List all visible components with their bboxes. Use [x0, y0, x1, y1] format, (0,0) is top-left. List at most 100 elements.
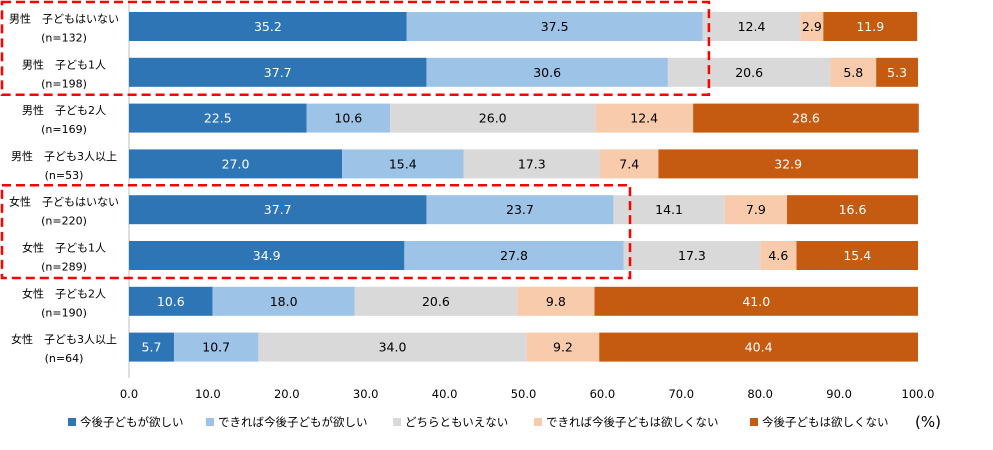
data-label: 14.1 — [655, 202, 683, 217]
bar-segment — [594, 286, 918, 316]
bar-segment — [426, 57, 668, 87]
x-tick-label: 20.0 — [274, 387, 300, 401]
data-label: 9.8 — [546, 294, 566, 309]
bar-segment — [693, 103, 919, 133]
bar-segment — [129, 149, 343, 179]
data-label: 37.7 — [264, 65, 292, 80]
category-n-label: (n=53) — [45, 169, 84, 182]
data-label: 20.6 — [422, 294, 450, 309]
bar-segment — [129, 103, 307, 133]
x-tick-label: 100.0 — [902, 387, 935, 401]
data-label: 22.5 — [204, 111, 232, 126]
x-tick-label: 40.0 — [432, 387, 458, 401]
legend-swatch — [750, 418, 758, 426]
bar-segment — [390, 103, 596, 133]
data-label: 35.2 — [254, 19, 282, 34]
category-n-label: (n=198) — [41, 77, 87, 90]
data-label: 5.7 — [142, 340, 162, 355]
bar-segment — [463, 149, 601, 179]
legend-swatch — [393, 418, 401, 426]
bar-segment — [129, 195, 427, 225]
data-label: 12.4 — [738, 19, 766, 34]
x-tick-label: 80.0 — [747, 387, 773, 401]
data-label: 27.0 — [222, 156, 250, 171]
bar-segment — [823, 12, 918, 41]
category-n-label: (n=169) — [41, 123, 87, 136]
bar-segment — [129, 332, 174, 362]
bar-segment — [426, 195, 614, 225]
data-label: 5.3 — [887, 65, 907, 80]
bar-segment — [724, 195, 788, 225]
legend-label: できれば今後子どもは欲しくない — [546, 415, 719, 429]
bar-segment — [613, 195, 725, 225]
bar-segment — [129, 286, 213, 316]
data-label: 16.6 — [839, 202, 867, 217]
category-label: 男性 子ども3人以上 — [11, 149, 117, 163]
data-label: 15.4 — [843, 248, 871, 263]
bar-segment — [787, 195, 918, 225]
data-label: 15.4 — [389, 156, 417, 171]
data-label: 10.6 — [157, 294, 185, 309]
data-label: 17.3 — [518, 156, 546, 171]
data-label: 32.9 — [774, 156, 802, 171]
bar-segment — [173, 332, 259, 362]
bar-segment — [354, 286, 518, 316]
data-label: 7.4 — [619, 156, 639, 171]
data-label: 5.8 — [843, 65, 863, 80]
data-label: 4.6 — [768, 248, 788, 263]
bar-segment — [129, 12, 407, 41]
data-label: 10.7 — [202, 340, 230, 355]
data-label: 27.8 — [500, 248, 528, 263]
x-tick-label: 50.0 — [511, 387, 537, 401]
x-tick-label: 90.0 — [826, 387, 852, 401]
data-label: 7.9 — [746, 202, 766, 217]
bar-segment — [830, 57, 877, 87]
bar-segment — [600, 149, 659, 179]
highlight-box — [0, 0, 711, 97]
data-label: 10.6 — [334, 111, 362, 126]
data-label: 37.7 — [264, 202, 292, 217]
bar-segment — [406, 12, 703, 41]
data-label: 40.4 — [745, 340, 773, 355]
legend-label: できれば今後子どもが欲しい — [218, 415, 368, 429]
data-label: 2.9 — [802, 19, 822, 34]
data-label: 28.6 — [792, 111, 820, 126]
data-label: 26.0 — [479, 111, 507, 126]
category-label: 男性 子どもはいない — [9, 12, 119, 26]
category-n-label: (n=220) — [41, 215, 87, 228]
bar-segment — [129, 57, 427, 87]
bar-segment — [599, 332, 918, 362]
data-label: 18.0 — [270, 294, 298, 309]
bar-segment — [306, 103, 391, 133]
category-label: 男性 子ども1人 — [22, 57, 106, 71]
bar-segment — [760, 241, 797, 270]
bar-segment — [517, 286, 595, 316]
bar-segment — [212, 286, 355, 316]
category-label: 女性 子ども1人 — [22, 241, 106, 255]
bar-segment — [800, 12, 824, 41]
category-label: 女性 子ども2人 — [22, 286, 106, 300]
bar-segment — [667, 57, 831, 87]
bar-segment — [404, 241, 624, 270]
x-tick-label: 70.0 — [668, 387, 694, 401]
legend-swatch — [534, 418, 542, 426]
category-n-label: (n=190) — [41, 306, 87, 319]
bar-segment — [702, 12, 801, 41]
category-label: 女性 子ども3人以上 — [11, 332, 117, 346]
data-label: 17.3 — [678, 248, 706, 263]
legend-label: どちらともいえない — [405, 415, 508, 429]
x-tick-label: 30.0 — [353, 387, 379, 401]
highlight-box — [0, 183, 632, 280]
bar-segment — [658, 149, 918, 179]
bar-segment — [595, 103, 694, 133]
data-label: 9.2 — [553, 340, 573, 355]
data-label: 34.0 — [379, 340, 407, 355]
category-label: 男性 子ども2人 — [22, 103, 106, 117]
category-n-label: (n=289) — [41, 261, 87, 274]
bar-segment — [876, 57, 918, 87]
legend-swatch — [206, 418, 214, 426]
bar-segment — [129, 241, 405, 270]
data-label: 12.4 — [630, 111, 658, 126]
data-label: 23.7 — [506, 202, 534, 217]
